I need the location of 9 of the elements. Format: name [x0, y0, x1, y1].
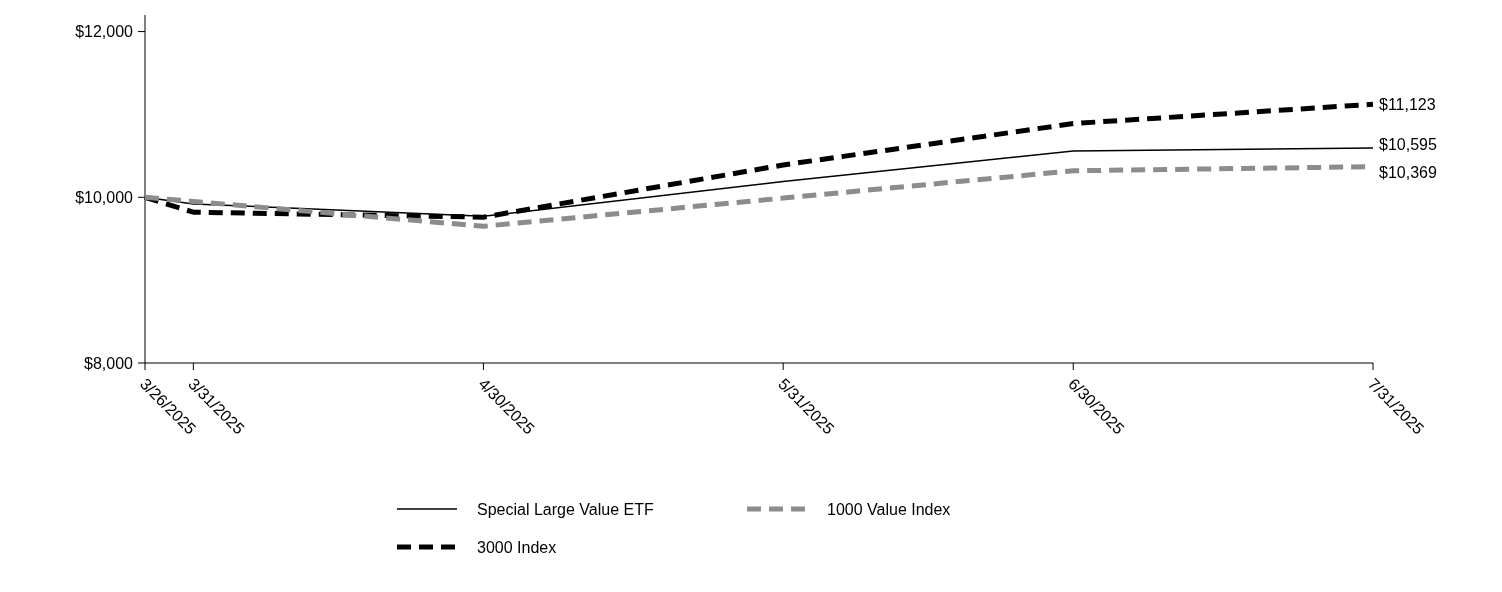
- annotation: $10,595: [1379, 135, 1437, 153]
- y-tick-label: $8,000: [84, 354, 134, 372]
- annotation: $11,123: [1379, 95, 1436, 113]
- legend-label: 3000 Index: [477, 538, 557, 556]
- legend-label: 1000 Value Index: [827, 500, 951, 518]
- y-tick-label: $12,000: [75, 23, 134, 41]
- legend-label: Special Large Value ETF: [477, 500, 654, 518]
- y-tick-label: $10,000: [75, 188, 134, 206]
- annotation: $10,369: [1379, 164, 1437, 182]
